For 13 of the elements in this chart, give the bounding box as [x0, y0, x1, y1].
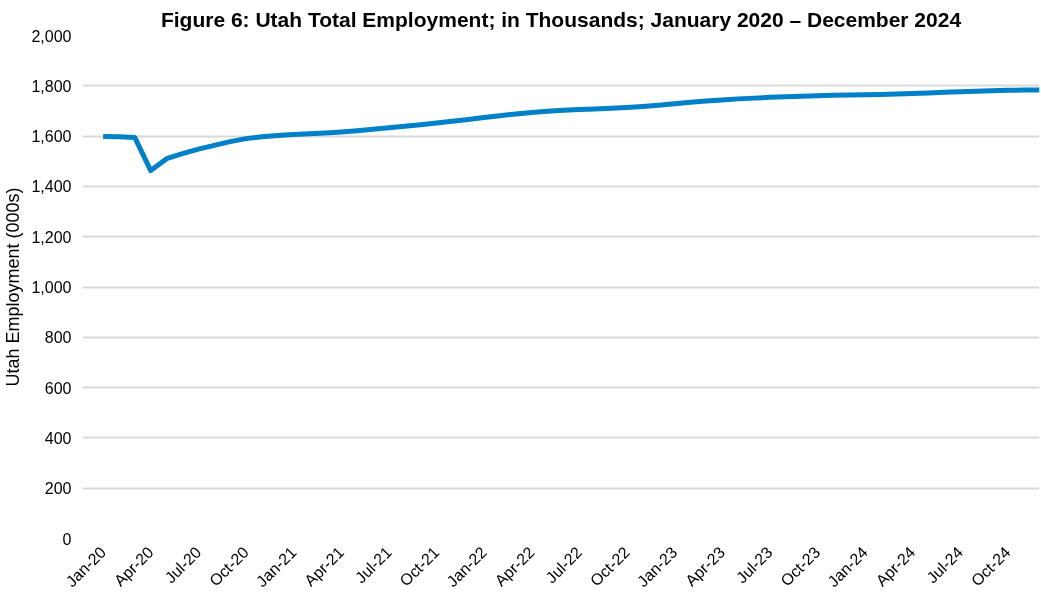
- y-tick-label: 400: [44, 429, 72, 447]
- y-tick-label: 1,000: [31, 279, 72, 296]
- y-tick-label: 1,800: [31, 77, 72, 95]
- y-tick-label: 0: [62, 530, 72, 548]
- y-axis-title: Utah Employment (000s): [3, 187, 24, 387]
- y-tick-label: 2,000: [31, 27, 72, 45]
- y-tick-label: 200: [44, 480, 72, 498]
- y-tick-label: 600: [44, 379, 72, 397]
- y-tick-label: 1,200: [31, 228, 72, 246]
- y-tick-label: 800: [44, 329, 72, 347]
- chart-title: Figure 6: Utah Total Employment; in Thousands; January 2020 – December 2024: [160, 7, 962, 31]
- y-tick-label: 1,400: [31, 178, 72, 196]
- y-tick-label: 1,600: [31, 128, 72, 146]
